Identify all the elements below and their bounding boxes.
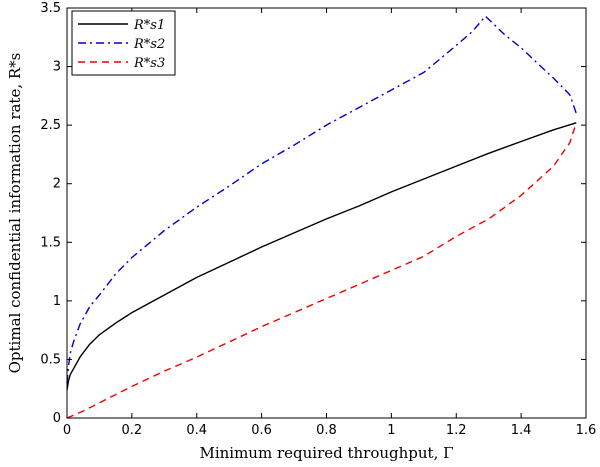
legend-label-s2: R*s2 — [133, 37, 165, 52]
y-tick-label-2: 1 — [53, 294, 61, 309]
legend-label-s1: R*s1 — [133, 18, 165, 33]
x-tick-label-6: 1.2 — [446, 423, 467, 438]
series-line-s3 — [66, 122, 577, 419]
y-axis-title: Optimal confidential information rate, R… — [6, 53, 24, 374]
legend-label-s3: R*s3 — [133, 56, 165, 71]
series-line-s1 — [66, 122, 577, 391]
series-line-s2 — [66, 15, 577, 383]
x-axis: 0 0.2 0.4 0.6 0.8 1 1.2 1.4 1.6 — [63, 8, 596, 438]
x-axis-title: Minimum required throughput, Γ — [199, 444, 453, 462]
y-tick-label-4: 2 — [53, 177, 61, 192]
x-tick-label-8: 1.6 — [576, 423, 597, 438]
legend-box — [71, 10, 176, 76]
x-tick-label-2: 0.4 — [186, 423, 207, 438]
y-tick-label-0: 0 — [53, 411, 61, 426]
x-tick-label-7: 1.4 — [511, 423, 532, 438]
x-tick-label-1: 0.2 — [122, 423, 143, 438]
y-tick-label-6: 3 — [53, 60, 61, 75]
y-tick-label-1: 0.5 — [40, 352, 61, 367]
x-tick-label-5: 1 — [387, 423, 395, 438]
x-tick-label-4: 0.8 — [316, 423, 337, 438]
y-tick-label-7: 3.5 — [40, 1, 61, 16]
x-tick-label-3: 0.6 — [251, 423, 272, 438]
y-tick-label-5: 2.5 — [40, 118, 61, 133]
x-tick-label-0: 0 — [63, 423, 71, 438]
y-tick-label-3: 1.5 — [40, 235, 61, 250]
y-axis: 0 0.5 1 1.5 2 2.5 3 3.5 — [40, 1, 586, 426]
legend: R*s1 R*s2 R*s3 — [71, 10, 176, 76]
plot-lines — [66, 15, 577, 419]
